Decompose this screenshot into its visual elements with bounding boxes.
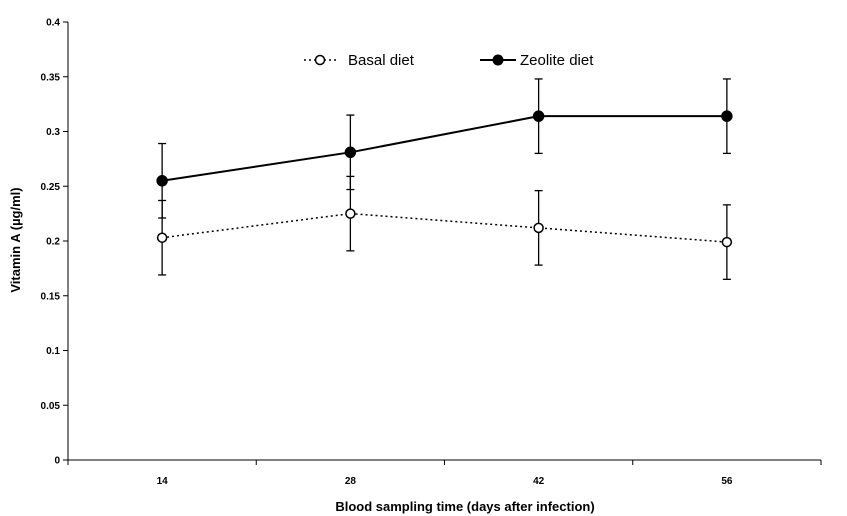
y-tick-label: 0 bbox=[54, 456, 60, 467]
data-point-zeolite bbox=[721, 110, 733, 122]
y-tick-label: 0.3 bbox=[46, 127, 60, 138]
data-point-basal bbox=[156, 232, 168, 243]
y-tick-label: 0.35 bbox=[41, 72, 61, 83]
legend-item-zeolite: Zeolite diet bbox=[480, 52, 594, 69]
x-axis-title: Blood sampling time (days after infectio… bbox=[335, 499, 594, 514]
y-ticks: 0 0.05 0.1 0.15 0.2 0.25 0.3 0.35 0.4 bbox=[41, 18, 68, 467]
data-point-zeolite bbox=[156, 175, 168, 187]
series-zeolite-line bbox=[161, 115, 727, 182]
series-basal-line bbox=[162, 212, 727, 243]
legend-basal-marker bbox=[314, 54, 326, 66]
y-tick-label: 0.2 bbox=[46, 237, 60, 248]
series-layer bbox=[156, 78, 733, 280]
legend-basal-label: Basal diet bbox=[348, 52, 415, 69]
series-zeolite bbox=[156, 78, 733, 219]
data-point-zeolite bbox=[532, 110, 545, 122]
y-tick-label: 0.15 bbox=[41, 291, 61, 302]
axes bbox=[67, 22, 821, 461]
series-basal bbox=[156, 175, 733, 280]
y-axis-title: Vitamin A (µg/ml) bbox=[8, 187, 23, 292]
data-point-basal bbox=[533, 222, 544, 234]
legend-zeolite-label: Zeolite diet bbox=[520, 52, 594, 69]
data-point-basal bbox=[345, 208, 356, 219]
y-tick-label: 0.4 bbox=[46, 18, 60, 29]
data-point-zeolite bbox=[344, 146, 357, 159]
legend-item-basal: Basal diet bbox=[304, 52, 415, 69]
legend-zeolite-marker bbox=[492, 54, 504, 66]
y-tick-label: 0.25 bbox=[41, 182, 61, 193]
x-tick-label: 56 bbox=[721, 476, 733, 487]
x-tick-label: 14 bbox=[157, 476, 169, 487]
x-ticks: 14 28 42 56 bbox=[67, 460, 822, 487]
y-tick-label: 0.05 bbox=[41, 401, 61, 412]
x-tick-label: 28 bbox=[345, 476, 357, 487]
y-tick-label: 0.1 bbox=[46, 346, 60, 357]
x-tick-label: 42 bbox=[533, 476, 545, 487]
data-point-basal bbox=[721, 236, 733, 248]
legend: Basal diet Zeolite diet bbox=[304, 52, 594, 69]
